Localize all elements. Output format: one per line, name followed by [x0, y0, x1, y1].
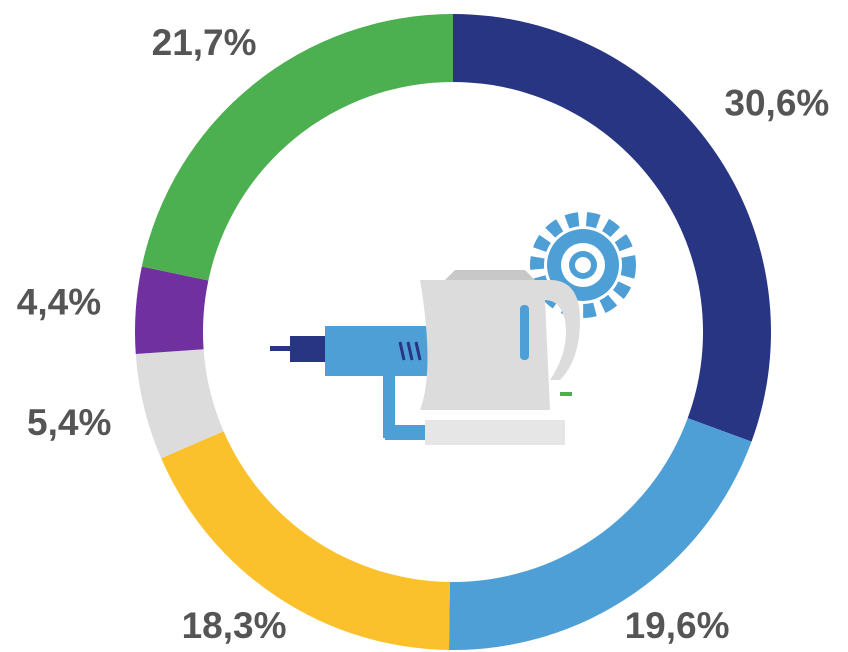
donut-segment [135, 349, 224, 459]
donut-segment [141, 14, 453, 281]
donut-segment [135, 266, 209, 354]
donut-segment [161, 431, 450, 650]
data-label: 19,6% [625, 605, 730, 646]
data-label: 5,4% [27, 402, 111, 443]
donut-segment [453, 14, 771, 442]
donut-segment [449, 418, 752, 650]
data-label: 21,7% [152, 22, 257, 63]
data-label: 4,4% [17, 282, 101, 323]
data-label: 18,3% [182, 605, 287, 646]
data-label: 30,6% [724, 83, 829, 124]
center-icon [270, 212, 636, 445]
